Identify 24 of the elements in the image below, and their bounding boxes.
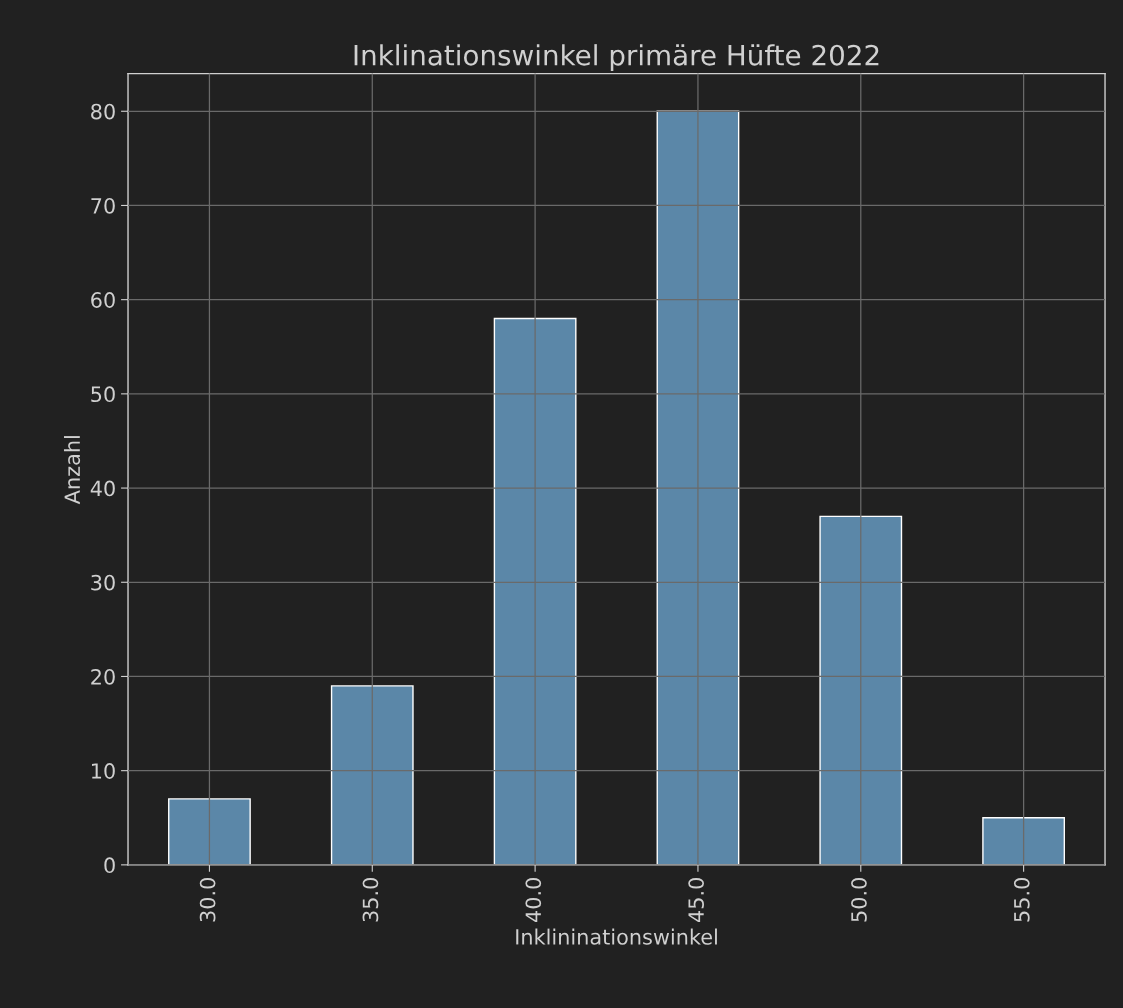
chart-title: Inklinationswinkel primäre Hüfte 2022 — [354, 44, 879, 72]
bar — [982, 817, 1066, 865]
x-axis-title: Inklininationswinkel — [516, 928, 717, 945]
bar — [819, 515, 903, 865]
bar — [493, 317, 577, 865]
y-tick-label: 30 — [91, 574, 115, 591]
y-tick-label: 80 — [91, 103, 115, 120]
y-tick-label: 40 — [90, 480, 115, 497]
x-tick-label: 40.0 — [525, 878, 542, 923]
y-tick-label: 20 — [91, 668, 115, 685]
bar — [330, 685, 414, 865]
x-tick-label: 50.0 — [851, 878, 867, 922]
x-tick-label: 35.0 — [362, 878, 379, 922]
y-axis-title: Anzahl — [63, 436, 81, 505]
y-tick-label: 60 — [91, 292, 115, 308]
y-tick-label: 50 — [91, 386, 115, 403]
x-tick-label: 30.0 — [199, 878, 216, 922]
bar — [168, 798, 251, 865]
bar — [656, 110, 740, 865]
y-tick-label: 0 — [104, 857, 115, 874]
x-tick-label: 55.0 — [1013, 878, 1030, 922]
x-tick-label: 45.0 — [688, 878, 704, 923]
y-tick-label: 70 — [91, 197, 115, 214]
y-tick-label: 10 — [91, 763, 115, 779]
